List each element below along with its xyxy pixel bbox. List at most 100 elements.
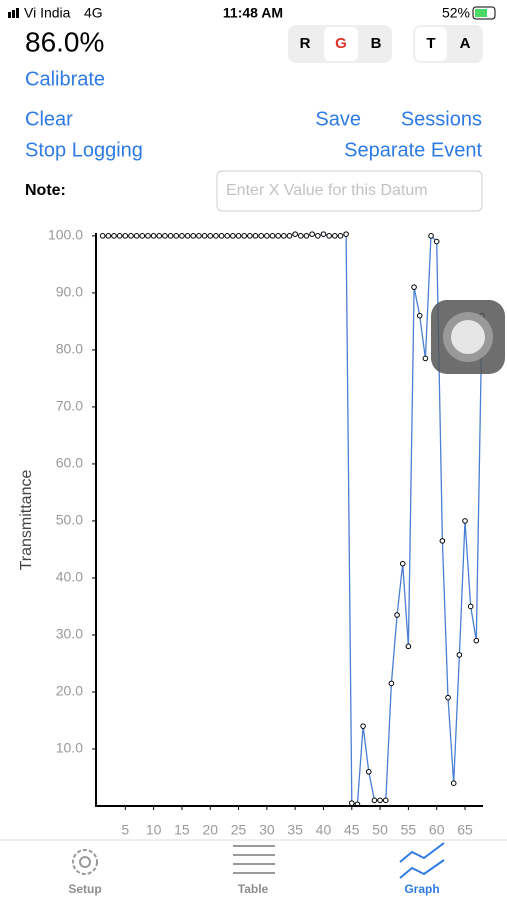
data-point <box>365 768 372 775</box>
note-placeholder: Enter X Value for this Datum <box>226 182 428 199</box>
data-point <box>258 233 264 239</box>
sessions-button[interactable]: Sessions <box>401 108 482 130</box>
data-point <box>348 800 355 806</box>
data-point <box>416 312 423 319</box>
data-point <box>428 233 434 239</box>
data-point <box>382 797 389 804</box>
data-point <box>371 797 378 804</box>
y-tick-label: 40.0 <box>56 569 83 585</box>
y-tick-label: 80.0 <box>56 341 83 357</box>
data-point <box>133 233 140 239</box>
segment[interactable]: A <box>460 35 471 52</box>
data-point <box>252 233 259 239</box>
data-point <box>320 231 327 237</box>
data-point <box>298 233 304 239</box>
data-point <box>207 233 214 239</box>
x-tick-label: 45 <box>344 822 360 838</box>
data-point <box>201 233 208 239</box>
data-point <box>105 233 112 239</box>
data-point <box>388 680 395 687</box>
graph-icon <box>399 859 445 879</box>
y-tick-label: 30.0 <box>56 626 83 642</box>
segment[interactable]: B <box>371 35 382 52</box>
data-point <box>190 233 197 239</box>
data-point <box>247 233 253 239</box>
data-point <box>173 233 180 239</box>
data-point <box>99 233 106 239</box>
data-point <box>167 233 174 239</box>
status-bar: Vi India 4G 11:48 AM 52% <box>8 5 496 21</box>
x-tick-label: 40 <box>316 822 332 838</box>
data-point <box>264 233 270 239</box>
data-point <box>399 560 406 567</box>
data-point <box>422 355 429 362</box>
data-point <box>467 603 474 610</box>
data-point <box>292 231 298 237</box>
signal-icon <box>16 8 19 18</box>
signal-icon <box>8 12 11 18</box>
x-tick-label: 60 <box>429 822 445 838</box>
data-point <box>326 233 332 239</box>
data-point <box>445 694 451 701</box>
data-point <box>286 233 293 239</box>
data-point <box>456 652 463 658</box>
data-line <box>102 233 483 806</box>
data-point <box>377 797 383 804</box>
data-point <box>433 238 440 245</box>
data-point <box>179 233 185 239</box>
reading: 86.0% <box>25 26 104 57</box>
stop-logging-button[interactable]: Stop Logging <box>25 139 143 161</box>
segment[interactable]: R <box>300 35 311 52</box>
y-axis-label: Transmittance <box>18 470 35 571</box>
data-point <box>235 233 242 239</box>
tab[interactable]: Graph <box>404 882 439 896</box>
data-point <box>331 233 338 239</box>
data-point <box>224 233 231 239</box>
data-point <box>162 233 168 239</box>
table-icon <box>233 845 275 874</box>
save-button[interactable]: Save <box>315 108 361 130</box>
data-point <box>315 233 321 239</box>
data-point <box>450 780 457 786</box>
data-point <box>462 518 468 524</box>
assistive-touch-core <box>451 320 485 354</box>
data-point <box>156 233 163 239</box>
data-point <box>218 233 225 239</box>
data-point <box>184 233 191 239</box>
data-point <box>275 233 281 239</box>
data-point <box>145 233 151 239</box>
tab[interactable]: Setup <box>68 882 101 896</box>
data-point <box>405 643 412 650</box>
tab[interactable]: Table <box>238 882 269 896</box>
y-tick-label: 100.0 <box>48 227 83 243</box>
segment[interactable]: T <box>426 35 435 52</box>
y-tick-label: 10.0 <box>56 740 83 756</box>
carrier: Vi India <box>24 5 71 21</box>
network: 4G <box>84 5 103 21</box>
data-point <box>473 637 480 644</box>
data-point <box>139 233 146 239</box>
segment[interactable]: G <box>335 35 347 52</box>
separate-event-button[interactable]: Separate Event <box>344 139 482 161</box>
selected-segment <box>324 27 358 61</box>
battery-level: 52% <box>442 5 470 21</box>
data-point <box>230 233 236 239</box>
data-point <box>309 231 315 237</box>
clock: 11:48 AM <box>223 5 283 21</box>
battery-icon <box>472 6 496 20</box>
data-point <box>150 233 157 239</box>
x-tick-label: 65 <box>457 822 473 838</box>
x-tick-label: 35 <box>287 822 303 838</box>
note-label: Note: <box>25 182 66 199</box>
calibrate-button[interactable]: Calibrate <box>25 68 105 90</box>
note-input[interactable] <box>216 170 483 212</box>
setup-icon <box>72 849 98 875</box>
x-tick-label: 20 <box>202 822 218 838</box>
data-point <box>394 612 400 618</box>
y-tick-label: 60.0 <box>56 455 83 471</box>
clear-button[interactable]: Clear <box>25 108 73 130</box>
data-point <box>281 233 287 239</box>
x-tick-label: 25 <box>231 822 247 838</box>
y-tick-label: 50.0 <box>56 512 83 528</box>
